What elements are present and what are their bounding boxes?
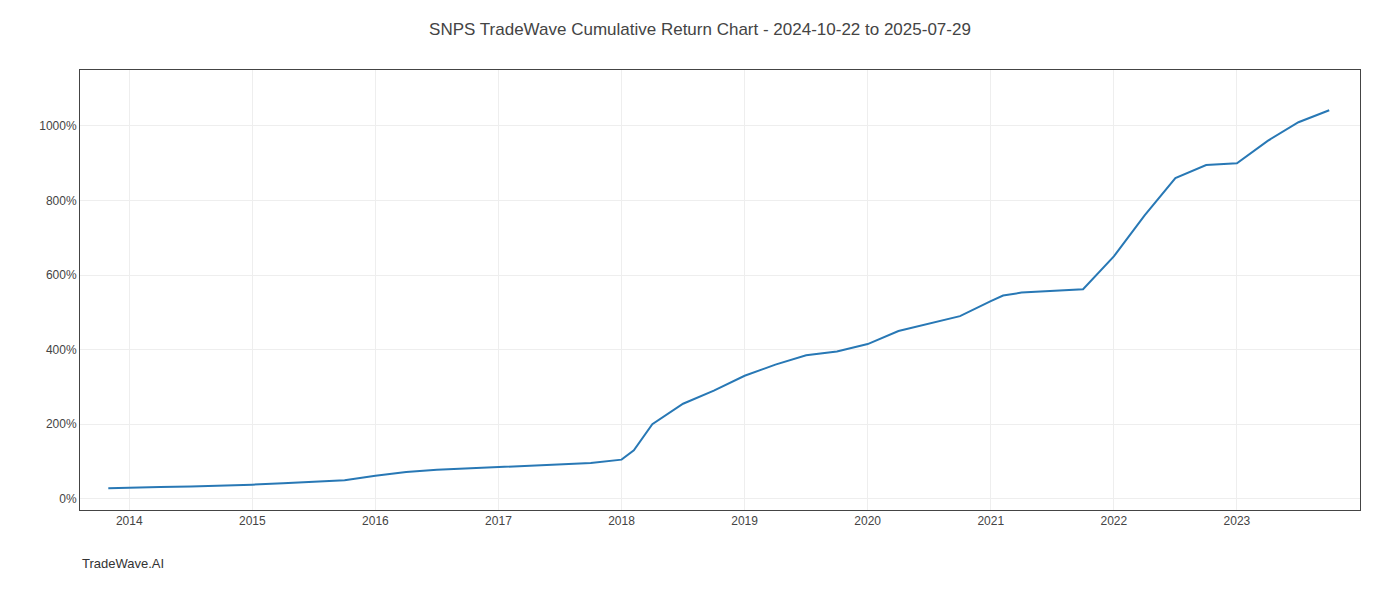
svg-text:2021: 2021	[977, 514, 1004, 528]
svg-text:600%: 600%	[46, 268, 77, 282]
svg-text:TradeWave.AI: TradeWave.AI	[82, 556, 164, 571]
svg-text:800%: 800%	[46, 194, 77, 208]
svg-text:2016: 2016	[362, 514, 389, 528]
svg-text:2014: 2014	[116, 514, 143, 528]
svg-text:2018: 2018	[608, 514, 635, 528]
svg-text:2022: 2022	[1100, 514, 1127, 528]
svg-text:2020: 2020	[854, 514, 881, 528]
svg-text:2023: 2023	[1224, 514, 1251, 528]
svg-text:SNPS TradeWave Cumulative Retu: SNPS TradeWave Cumulative Return Chart -…	[429, 20, 971, 39]
svg-text:2019: 2019	[731, 514, 758, 528]
svg-text:200%: 200%	[46, 417, 77, 431]
svg-text:1000%: 1000%	[39, 119, 77, 133]
svg-text:2017: 2017	[485, 514, 512, 528]
svg-text:0%: 0%	[59, 492, 77, 506]
svg-text:400%: 400%	[46, 343, 77, 357]
svg-text:2015: 2015	[239, 514, 266, 528]
